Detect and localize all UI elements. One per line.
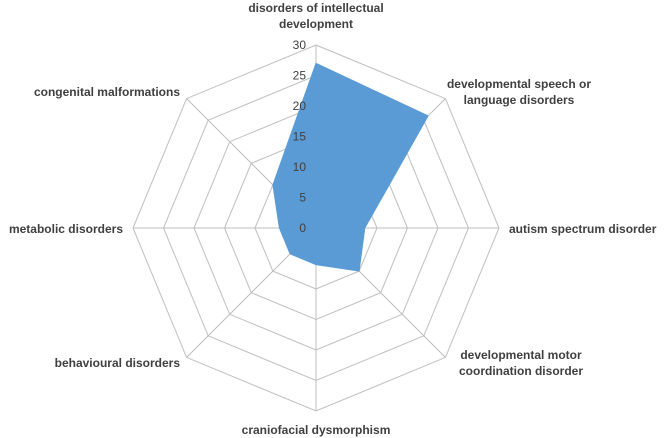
category-label-2: autism spectrum disorder bbox=[509, 222, 657, 236]
category-label-5: behavioural disorders bbox=[55, 356, 181, 370]
radial-tick-labels: 0 5 10 15 20 25 30 bbox=[293, 38, 307, 235]
tick-label-30: 30 bbox=[293, 38, 307, 52]
tick-label-20: 20 bbox=[293, 99, 307, 113]
tick-label-10: 10 bbox=[293, 160, 307, 174]
tick-label-5: 5 bbox=[299, 191, 306, 205]
category-label-6: metabolic disorders bbox=[9, 222, 123, 236]
category-label-1: developmental speech or language disorder… bbox=[447, 77, 591, 107]
category-label-4: craniofacial dysmorphism bbox=[242, 423, 391, 437]
category-label-3: developmental motor coordination disorder bbox=[459, 348, 583, 378]
tick-label-15: 15 bbox=[293, 130, 307, 144]
tick-label-25: 25 bbox=[293, 69, 307, 83]
category-label-7: congenital malformations bbox=[34, 85, 180, 99]
category-label-0: disorders of intellectual development bbox=[248, 1, 383, 31]
radar-series bbox=[272, 62, 429, 272]
category-labels: disorders of intellectual development deve… bbox=[9, 1, 657, 437]
tick-label-0: 0 bbox=[299, 221, 306, 235]
